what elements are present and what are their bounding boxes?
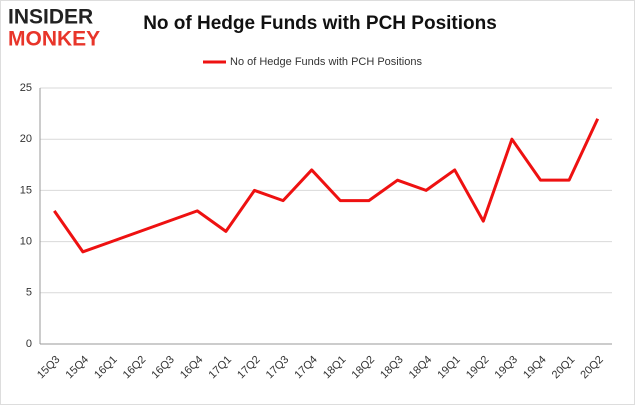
y-tick-label: 15: [20, 184, 32, 196]
logo-top: INSIDER: [8, 6, 93, 29]
y-tick-label: 20: [20, 133, 32, 145]
y-tick-label: 5: [26, 287, 32, 299]
logo-bottom: MONKEY: [8, 28, 100, 51]
legend-label: No of Hedge Funds with PCH Positions: [230, 56, 422, 68]
y-tick-label: 0: [26, 338, 32, 350]
series-line: [53, 118, 600, 254]
y-tick-label: 10: [20, 236, 32, 248]
chart-title: No of Hedge Funds with PCH Positions: [143, 13, 497, 34]
y-tick-label: 25: [20, 82, 32, 94]
